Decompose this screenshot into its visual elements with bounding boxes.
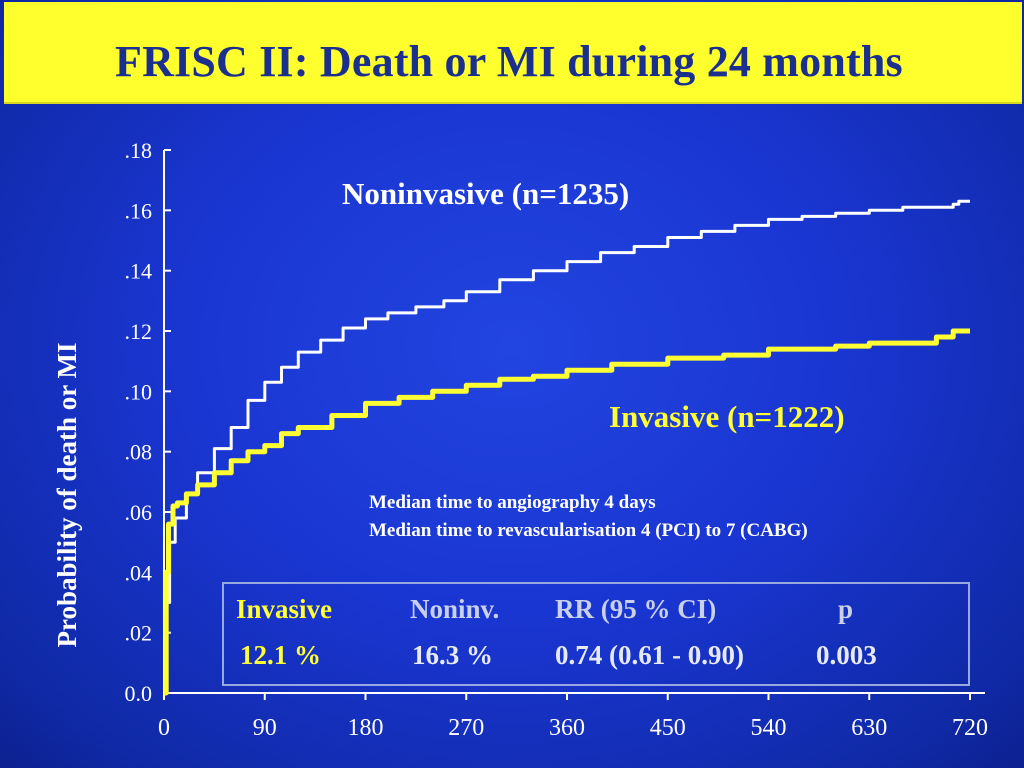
annotation-angiography: Median time to angiography 4 days [369,492,656,513]
y-tick-label: .14 [125,259,153,284]
x-tick-label: 270 [448,715,484,741]
stats-header-rr: RR (95 % CI) [555,594,717,624]
x-tick-label: 90 [253,715,277,741]
x-tick-label: 450 [650,715,686,741]
y-tick-label: .08 [125,440,153,465]
x-axis: 0 90 180 270 360 450 540 630 720 [158,692,988,741]
y-tick-label: .06 [125,500,153,525]
series-line-noninvasive [164,199,970,695]
x-tick-label: 540 [751,715,787,741]
stats-header-p: p [838,594,854,624]
series-line-invasive [163,328,970,696]
series-label-invasive: Invasive (n=1222) [609,399,845,434]
series-lines [163,199,970,696]
y-axis-label: Probability of death or MI [52,342,82,647]
stats-value-noninvasive: 16.3 % [412,640,493,670]
y-tick-label: .10 [125,379,153,404]
y-tick-label: .12 [125,319,153,344]
stats-header-noninvasive: Noninv. [410,594,500,624]
x-tick-label: 720 [952,715,988,741]
y-tick-label: 0.0 [125,681,153,706]
annotation-block: Median time to angiography 4 days Median… [369,489,808,545]
x-tick-label: 180 [348,715,384,741]
stats-value-p: 0.003 [816,640,877,670]
x-tick-label: 0 [158,715,170,741]
y-tick-label: .18 [125,138,153,163]
y-tick-label: .02 [125,621,153,646]
stats-value-rr: 0.74 (0.61 - 0.90) [555,640,744,670]
stats-header-invasive: Invasive [236,594,333,624]
title-banner: FRISC II: Death or MI during 24 months [4,2,1022,104]
annotation-revascularisation: Median time to revascularisation 4 (PCI)… [369,520,808,541]
y-tick-label: .04 [125,560,153,585]
series-label-noninvasive: Noninvasive (n=1235) [342,176,629,211]
y-tick-label: .16 [125,198,153,223]
x-tick-label: 360 [549,715,585,741]
stats-table: Invasive Noninv. RR (95 % CI) p 12.1 % 1… [222,582,970,686]
stats-value-invasive: 12.1 % [240,640,321,670]
x-tick-label: 630 [851,715,887,741]
slide-title: FRISC II: Death or MI during 24 months [115,37,903,86]
